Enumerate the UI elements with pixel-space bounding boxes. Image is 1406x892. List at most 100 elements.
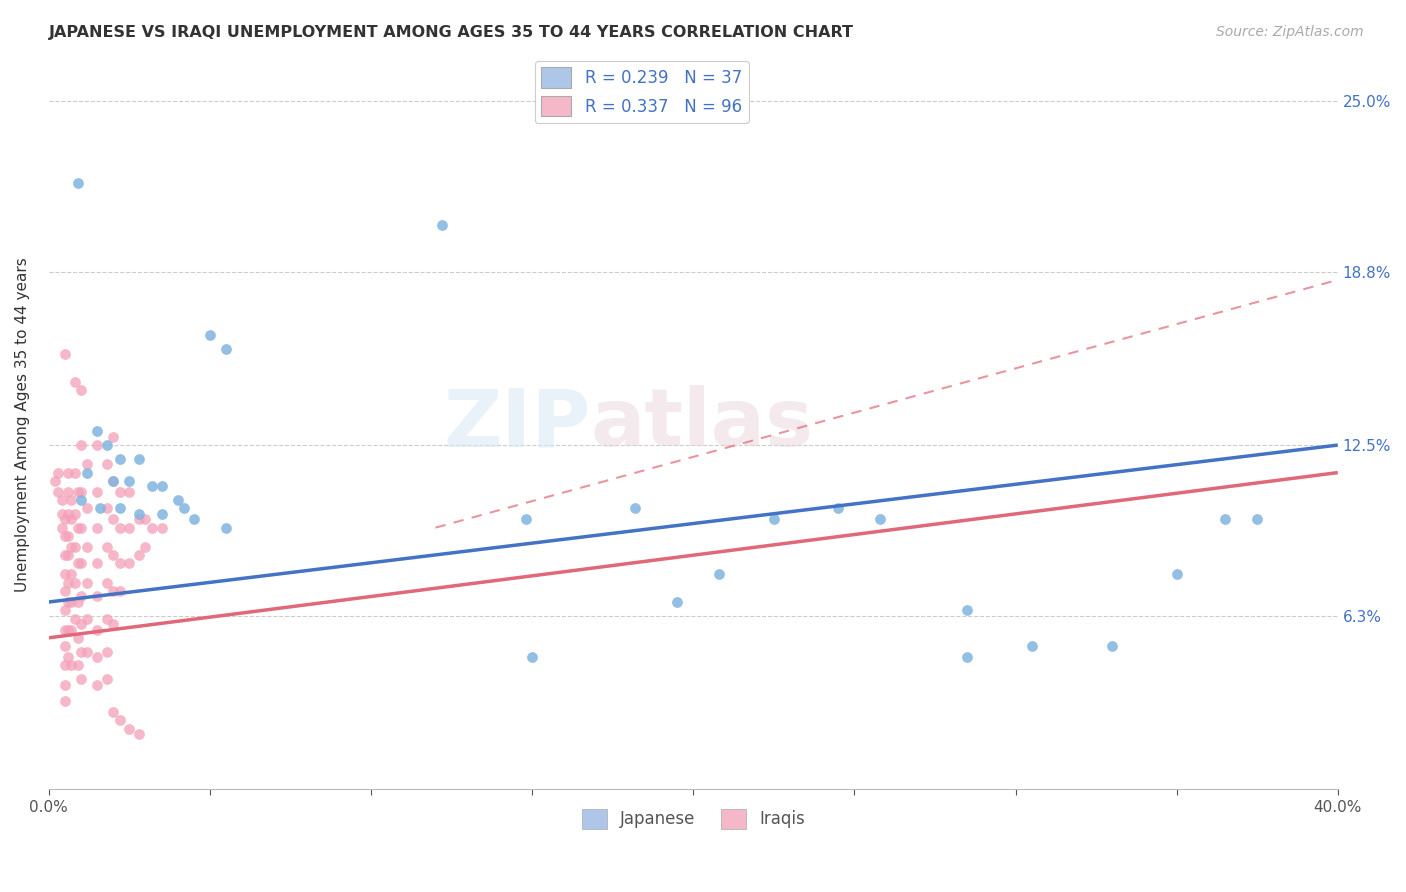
Point <box>86 623 108 637</box>
Point <box>134 512 156 526</box>
Point <box>66 631 89 645</box>
Point <box>56 623 79 637</box>
Point <box>430 218 453 232</box>
Point <box>56 507 79 521</box>
Point <box>66 484 89 499</box>
Point <box>53 623 76 637</box>
Point <box>150 521 173 535</box>
Point <box>128 727 150 741</box>
Point <box>51 521 73 535</box>
Point <box>128 548 150 562</box>
Point <box>827 501 849 516</box>
Point <box>66 658 89 673</box>
Point <box>1021 639 1043 653</box>
Point <box>108 521 131 535</box>
Point <box>103 512 125 526</box>
Point <box>53 658 76 673</box>
Point <box>63 507 86 521</box>
Point <box>118 474 141 488</box>
Point <box>53 603 76 617</box>
Point <box>215 342 238 356</box>
Point <box>63 611 86 625</box>
Point <box>66 557 89 571</box>
Point <box>70 672 93 686</box>
Point <box>53 548 76 562</box>
Point <box>762 512 785 526</box>
Point <box>53 584 76 599</box>
Point <box>96 644 118 658</box>
Text: JAPANESE VS IRAQI UNEMPLOYMENT AMONG AGES 35 TO 44 YEARS CORRELATION CHART: JAPANESE VS IRAQI UNEMPLOYMENT AMONG AGE… <box>49 25 855 40</box>
Point <box>128 507 150 521</box>
Point <box>86 521 108 535</box>
Point <box>515 512 537 526</box>
Text: atlas: atlas <box>591 385 813 464</box>
Legend: Japanese, Iraqis: Japanese, Iraqis <box>575 802 811 836</box>
Point <box>70 493 93 508</box>
Point <box>86 484 108 499</box>
Text: Source: ZipAtlas.com: Source: ZipAtlas.com <box>1216 25 1364 39</box>
Point <box>520 650 543 665</box>
Point <box>56 466 79 480</box>
Point <box>76 540 98 554</box>
Point <box>108 451 131 466</box>
Point <box>118 484 141 499</box>
Point <box>53 567 76 582</box>
Point <box>44 474 66 488</box>
Point <box>53 677 76 691</box>
Point <box>70 383 93 397</box>
Point <box>956 603 979 617</box>
Point <box>96 575 118 590</box>
Point <box>707 567 730 582</box>
Point <box>48 484 70 499</box>
Point <box>63 466 86 480</box>
Point <box>70 644 93 658</box>
Point <box>63 540 86 554</box>
Point <box>56 595 79 609</box>
Point <box>60 540 83 554</box>
Point <box>51 507 73 521</box>
Text: ZIP: ZIP <box>443 385 591 464</box>
Point <box>53 694 76 708</box>
Point <box>86 590 108 604</box>
Point <box>108 484 131 499</box>
Point <box>956 650 979 665</box>
Point <box>173 501 195 516</box>
Point <box>70 617 93 632</box>
Point <box>103 705 125 719</box>
Point <box>70 438 93 452</box>
Point <box>86 438 108 452</box>
Point <box>66 595 89 609</box>
Point <box>56 484 79 499</box>
Point <box>48 466 70 480</box>
Point <box>869 512 891 526</box>
Point <box>118 521 141 535</box>
Point <box>103 548 125 562</box>
Point <box>76 644 98 658</box>
Point <box>128 451 150 466</box>
Point <box>70 521 93 535</box>
Point <box>53 347 76 361</box>
Point <box>63 575 86 590</box>
Point <box>128 512 150 526</box>
Point <box>103 474 125 488</box>
Y-axis label: Unemployment Among Ages 35 to 44 years: Unemployment Among Ages 35 to 44 years <box>15 257 30 591</box>
Point <box>66 177 89 191</box>
Point <box>141 521 163 535</box>
Point <box>108 714 131 728</box>
Point <box>1166 567 1188 582</box>
Point <box>86 425 108 439</box>
Point <box>60 595 83 609</box>
Point <box>150 507 173 521</box>
Point <box>86 677 108 691</box>
Point <box>86 650 108 665</box>
Point <box>60 512 83 526</box>
Point <box>76 611 98 625</box>
Point <box>108 584 131 599</box>
Point <box>76 575 98 590</box>
Point <box>166 493 188 508</box>
Point <box>1213 512 1236 526</box>
Point <box>141 479 163 493</box>
Point <box>53 639 76 653</box>
Point <box>56 650 79 665</box>
Point <box>60 567 83 582</box>
